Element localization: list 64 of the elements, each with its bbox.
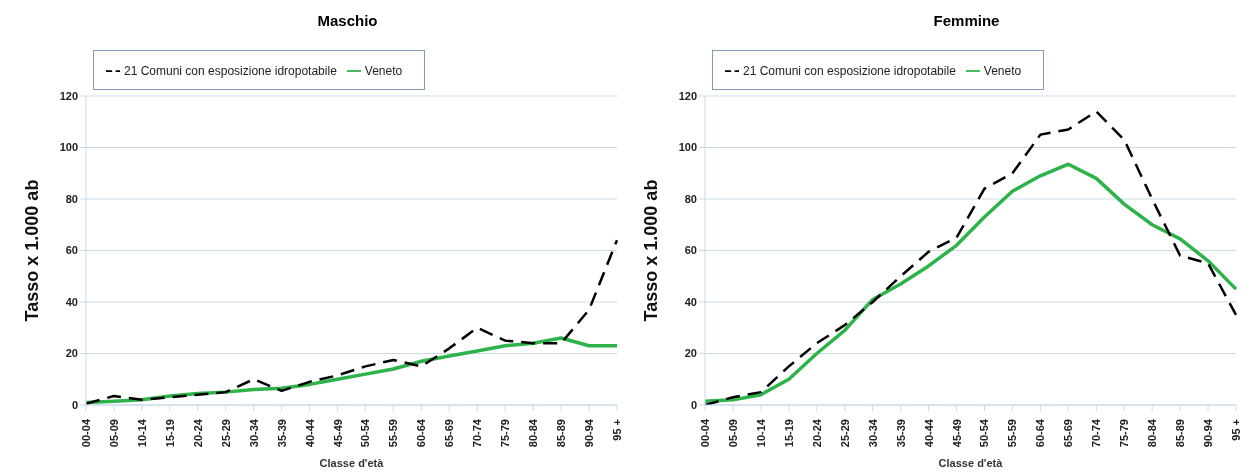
y-tick-label: 0	[690, 398, 697, 411]
x-tick-label: 60-64	[1034, 418, 1047, 448]
x-tick-label: 75-79	[1118, 419, 1131, 448]
x-tick-label: 25-29	[219, 419, 232, 448]
x-tick-label: 30-34	[247, 418, 260, 448]
x-tick-label: 90-94	[583, 418, 596, 448]
legend-label: Veneto	[364, 64, 403, 78]
x-tick-label: 40-44	[303, 418, 316, 448]
y-tick-label: 20	[65, 347, 78, 360]
x-tick-label: 80-84	[1146, 418, 1159, 448]
x-tick-label: 85-89	[1174, 419, 1187, 448]
y-tick-label: 120	[678, 89, 697, 102]
x-tick-label: 60-64	[415, 418, 428, 448]
legend-label: 21 Comuni con esposizione idropotabile	[743, 64, 956, 78]
x-tick-label: 70-74	[1090, 418, 1103, 448]
x-tick-label: 80-84	[527, 418, 540, 448]
y-tick-label: 100	[678, 141, 697, 154]
y-tick-label: 80	[65, 192, 78, 205]
chart-title: Femmine	[932, 11, 1001, 31]
x-tick-label: 20-24	[191, 418, 204, 448]
legend-label: 21 Comuni con esposizione idropotabile	[124, 64, 337, 78]
x-tick-label: 70-74	[471, 418, 484, 448]
chart-title: Maschio	[316, 11, 379, 31]
x-tick-label: 20-24	[810, 418, 823, 448]
x-tick-label: 55-59	[387, 419, 400, 448]
legend-label: Veneto	[983, 64, 1022, 78]
x-tick-label: 35-39	[275, 419, 288, 448]
x-tick-label: 30-34	[866, 418, 879, 448]
y-tick-label: 20	[684, 347, 697, 360]
x-tick-label: 95 +	[1230, 419, 1242, 441]
x-tick-label: 00-04	[80, 418, 92, 448]
x-tick-label: 40-44	[922, 418, 935, 448]
y-axis-title: Tasso x 1.000 ab	[641, 179, 662, 322]
x-tick-label: 25-29	[838, 419, 851, 448]
y-tick-label: 40	[65, 295, 78, 308]
x-tick-label: 75-79	[499, 419, 512, 448]
x-tick-label: 65-69	[1062, 419, 1075, 448]
x-tick-label: 05-09	[726, 419, 739, 448]
x-tick-label: 55-59	[1006, 419, 1019, 448]
x-tick-label: 65-69	[443, 419, 456, 448]
x-tick-label: 45-49	[950, 419, 963, 448]
y-tick-label: 120	[59, 89, 78, 102]
x-tick-label: 05-09	[107, 419, 120, 448]
x-tick-label: 00-04	[699, 418, 711, 448]
x-tick-label: 50-54	[978, 418, 991, 448]
x-tick-label: 10-14	[135, 418, 148, 448]
y-tick-label: 60	[684, 244, 697, 257]
x-tick-label: 90-94	[1202, 418, 1215, 448]
x-tick-label: 15-19	[163, 419, 176, 448]
y-axis-title: Tasso x 1.000 ab	[22, 179, 43, 322]
y-tick-label: 0	[71, 398, 78, 411]
x-axis-title: Classe d'età	[938, 457, 1004, 469]
x-tick-label: 95 +	[611, 419, 623, 441]
x-tick-label: 35-39	[894, 419, 907, 448]
y-tick-label: 80	[684, 192, 697, 205]
y-tick-label: 40	[684, 295, 697, 308]
y-tick-label: 60	[65, 244, 78, 257]
y-tick-label: 100	[59, 141, 78, 154]
x-tick-label: 45-49	[331, 419, 344, 448]
x-tick-label: 85-89	[555, 419, 568, 448]
x-tick-label: 15-19	[782, 419, 795, 448]
x-tick-label: 50-54	[359, 418, 372, 448]
x-axis-title: Classe d'età	[319, 457, 385, 469]
x-tick-label: 10-14	[754, 418, 767, 448]
